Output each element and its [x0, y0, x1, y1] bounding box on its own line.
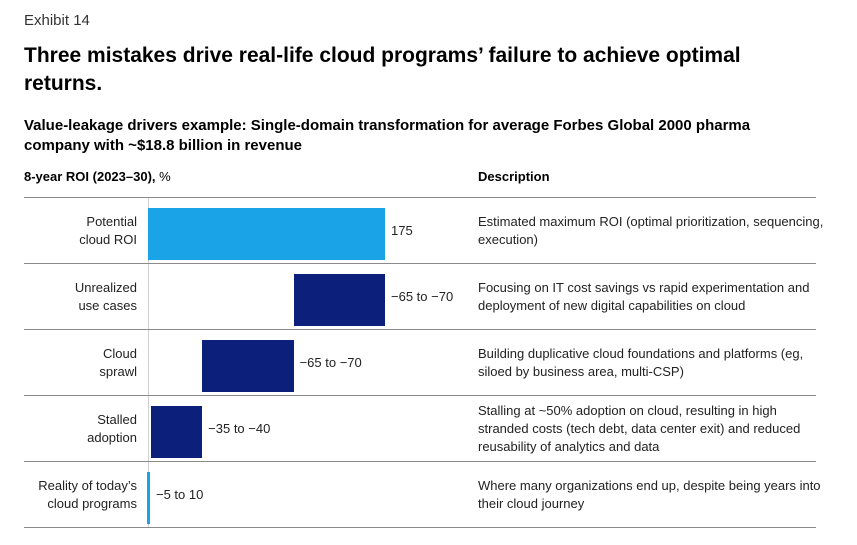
bar-cloud-sprawl [202, 340, 294, 392]
row-label: Unrealized use cases [74, 280, 137, 313]
row-separator [24, 461, 816, 462]
value-label: −35 to −40 [208, 421, 271, 436]
roi-column-unit: % [159, 169, 171, 184]
row-label: Potential cloud ROI [79, 214, 137, 247]
row-label: Reality of today’s cloud programs [38, 478, 137, 511]
chart-subtitle: Value-leakage drivers example: Single-do… [24, 117, 751, 154]
roi-column-label: 8-year ROI (2023–30), [24, 169, 156, 184]
row-label: Stalled adoption [87, 412, 137, 445]
row-label: Cloud sprawl [99, 346, 137, 379]
value-label: −65 to −70 [299, 355, 362, 370]
bar-potential-cloud-roi [148, 208, 385, 260]
row-separator [24, 527, 816, 528]
exhibit-label: Exhibit 14 [24, 12, 90, 29]
row-description: Focusing on IT cost savings vs rapid exp… [478, 280, 810, 313]
value-label: −5 to 10 [156, 487, 204, 502]
roi-column-header: 8-year ROI (2023–30), % [24, 169, 171, 184]
bar-stalled-adoption [151, 406, 203, 458]
value-label: −65 to −70 [391, 289, 454, 304]
row-description: Stalling at ~50% adoption on cloud, resu… [478, 403, 801, 454]
row-separator [24, 197, 816, 198]
row-separator [24, 395, 816, 396]
chart-title: Three mistakes drive real-life cloud pro… [24, 44, 741, 95]
row-separator [24, 263, 816, 264]
description-column-header: Description [478, 169, 550, 184]
bar-reality-of-today-s-cloud-programs [147, 472, 150, 524]
value-label: 175 [391, 223, 413, 238]
row-separator [24, 329, 816, 330]
row-description: Estimated maximum ROI (optimal prioritiz… [478, 214, 824, 247]
zero-axis-line [148, 197, 149, 527]
row-description: Building duplicative cloud foundations a… [478, 346, 804, 379]
bar-unrealized-use-cases [293, 274, 385, 326]
row-description: Where many organizations end up, despite… [478, 478, 821, 511]
